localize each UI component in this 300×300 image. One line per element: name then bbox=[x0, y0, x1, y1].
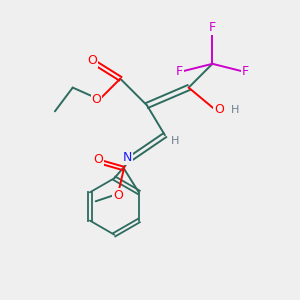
Text: F: F bbox=[176, 65, 183, 78]
Text: H: H bbox=[171, 136, 179, 146]
Text: F: F bbox=[242, 65, 249, 78]
Text: O: O bbox=[113, 189, 123, 202]
Text: H: H bbox=[230, 105, 239, 115]
Text: O: O bbox=[94, 153, 103, 166]
Text: O: O bbox=[214, 103, 224, 116]
Text: N: N bbox=[123, 151, 132, 164]
Text: O: O bbox=[87, 54, 97, 67]
Text: O: O bbox=[92, 93, 101, 106]
Text: F: F bbox=[209, 21, 216, 34]
